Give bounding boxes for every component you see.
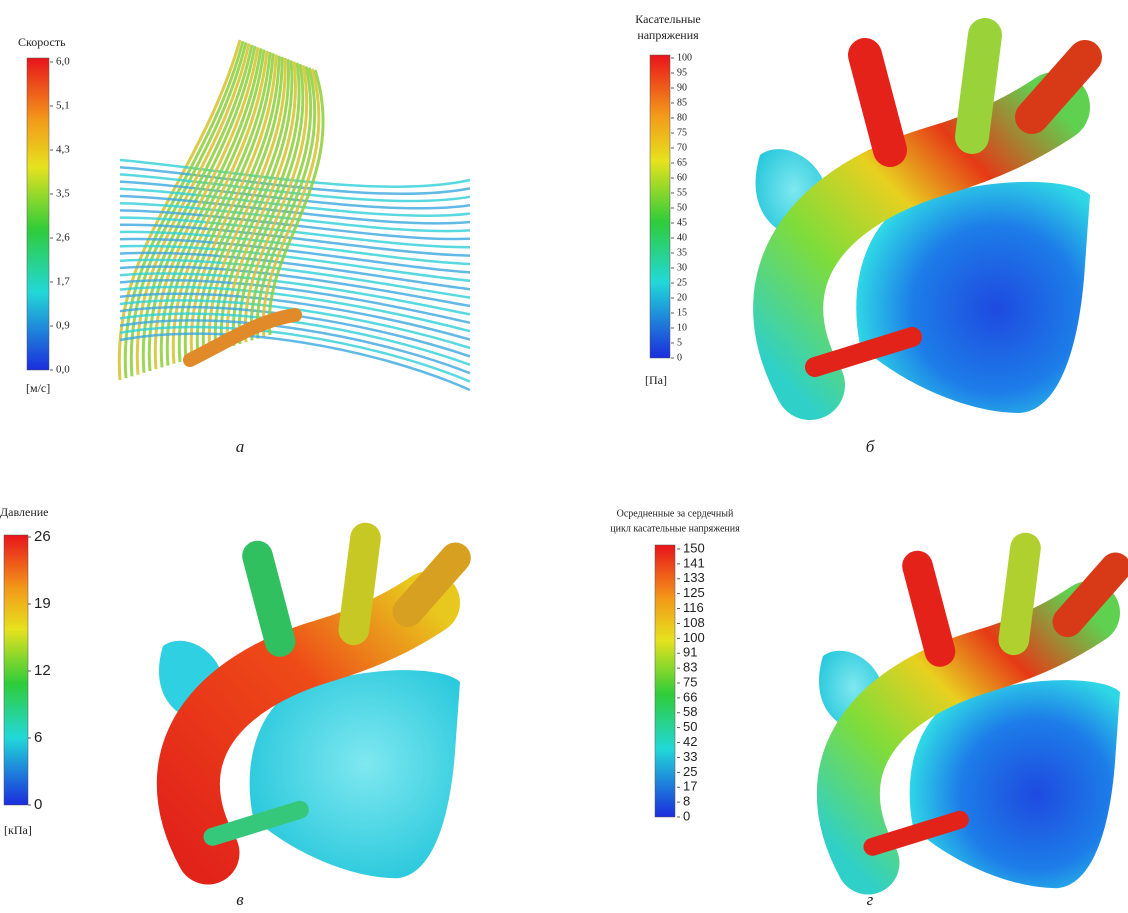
legend-tick-label: 141 bbox=[683, 555, 705, 570]
legend-tick-label: 4,3 bbox=[56, 144, 70, 156]
legend-tick-label: 55 bbox=[677, 187, 687, 198]
branch-vessel bbox=[354, 538, 366, 630]
legend-tick-label: 133 bbox=[683, 570, 705, 585]
legend-tick-label: 6,0 bbox=[56, 56, 70, 68]
legend-tick-label: 15 bbox=[677, 307, 687, 318]
legend-tick-label: 0 bbox=[677, 352, 682, 363]
legend-tick-label: 116 bbox=[683, 600, 704, 615]
color-bar bbox=[650, 55, 670, 358]
branch-vessel bbox=[1014, 548, 1026, 640]
legend-tick-label: 20 bbox=[677, 292, 687, 303]
legend-tick-label: 0 bbox=[34, 796, 42, 813]
legend-tick-label: 0,0 bbox=[56, 364, 70, 376]
legend-tick-label: 25 bbox=[677, 277, 687, 288]
legend-tick-label: 5,1 bbox=[56, 100, 70, 112]
streamlines bbox=[119, 40, 470, 390]
legend-title: напряжения bbox=[637, 28, 699, 42]
legend-tick-label: 2,6 bbox=[56, 232, 70, 244]
legend-tick-label: 30 bbox=[677, 262, 687, 273]
legend-tick-label: 100 bbox=[683, 630, 705, 645]
legend-tick-label: 95 bbox=[677, 67, 687, 78]
legend-tick-label: 25 bbox=[683, 764, 697, 779]
legend-tick-label: 91 bbox=[683, 645, 697, 660]
legend-tick-label: 5 bbox=[677, 337, 682, 348]
legend-unit: [кПа] bbox=[4, 823, 32, 837]
legend-tick-label: 50 bbox=[683, 719, 697, 734]
page: Figure html, body { margin: 0; padding: … bbox=[0, 0, 1128, 913]
legend-tick-label: 60 bbox=[677, 172, 687, 183]
legend-tick-label: 50 bbox=[677, 202, 687, 213]
legend-tick-label: 3,5 bbox=[56, 188, 70, 200]
branch-vessel bbox=[918, 566, 941, 652]
legend-title: цикл касательные напряжения bbox=[610, 523, 740, 534]
page-body: {"panels": [ {"label": "а", "legend": {"… bbox=[0, 0, 1128, 913]
legend-tick-label: 65 bbox=[677, 157, 687, 168]
panel-caption: а bbox=[236, 437, 245, 456]
panel-caption: в bbox=[236, 890, 244, 909]
legend-tick-label: 58 bbox=[683, 704, 697, 719]
render bbox=[756, 35, 1090, 413]
legend-tick-label: 85 bbox=[677, 97, 687, 108]
branch-vessel bbox=[972, 35, 985, 137]
legend-tick-label: 12 bbox=[34, 662, 51, 679]
legend-tick-label: 108 bbox=[683, 615, 705, 630]
legend-tick-label: 45 bbox=[677, 217, 687, 228]
legend-tick-label: 33 bbox=[683, 749, 697, 764]
legend-tick-label: 70 bbox=[677, 142, 687, 153]
legend-tick-label: 66 bbox=[683, 689, 697, 704]
color-bar bbox=[4, 535, 28, 805]
render bbox=[819, 548, 1120, 888]
legend-tick-label: 8 bbox=[683, 794, 690, 809]
legend-tick-label: 125 bbox=[683, 585, 705, 600]
legend-tick-label: 100 bbox=[677, 52, 692, 63]
legend-title: Давление bbox=[0, 505, 49, 519]
color-bar bbox=[655, 545, 675, 817]
legend-title: Касательные bbox=[635, 12, 701, 26]
legend-tick-label: 40 bbox=[677, 232, 687, 243]
legend-tick-label: 150 bbox=[683, 540, 705, 555]
legend-unit: [Па] bbox=[645, 373, 667, 387]
panel-caption: б bbox=[866, 437, 875, 456]
branch-vessel bbox=[258, 556, 281, 642]
legend-tick-label: 1,7 bbox=[56, 276, 70, 288]
legend-tick-label: 10 bbox=[677, 322, 687, 333]
legend-unit: [м/с] bbox=[26, 381, 50, 395]
figure: Скорость [м/с] Касательные напряжения [П… bbox=[0, 0, 1128, 913]
legend-tick-label: 42 bbox=[683, 734, 697, 749]
legend-tick-label: 6 bbox=[34, 729, 42, 746]
legend-tick-label: 83 bbox=[683, 660, 697, 675]
legend-tick-label: 75 bbox=[677, 127, 687, 138]
legend-tick-label: 90 bbox=[677, 82, 687, 93]
legend-tick-label: 80 bbox=[677, 112, 687, 123]
legend-title: Скорость bbox=[18, 35, 66, 49]
legend-tick-label: 17 bbox=[683, 779, 697, 794]
branch-vessel bbox=[865, 55, 890, 150]
legend-title: Осредненные за сердечный bbox=[617, 508, 734, 519]
legend-tick-label: 35 bbox=[677, 247, 687, 258]
legend-tick-label: 0,9 bbox=[56, 320, 70, 332]
render bbox=[159, 538, 460, 878]
legend-tick-label: 0 bbox=[683, 808, 690, 823]
legend-tick-label: 26 bbox=[34, 528, 51, 545]
legend-tick-label: 75 bbox=[683, 674, 697, 689]
color-bar bbox=[27, 58, 49, 370]
legend-tick-label: 19 bbox=[34, 595, 51, 612]
